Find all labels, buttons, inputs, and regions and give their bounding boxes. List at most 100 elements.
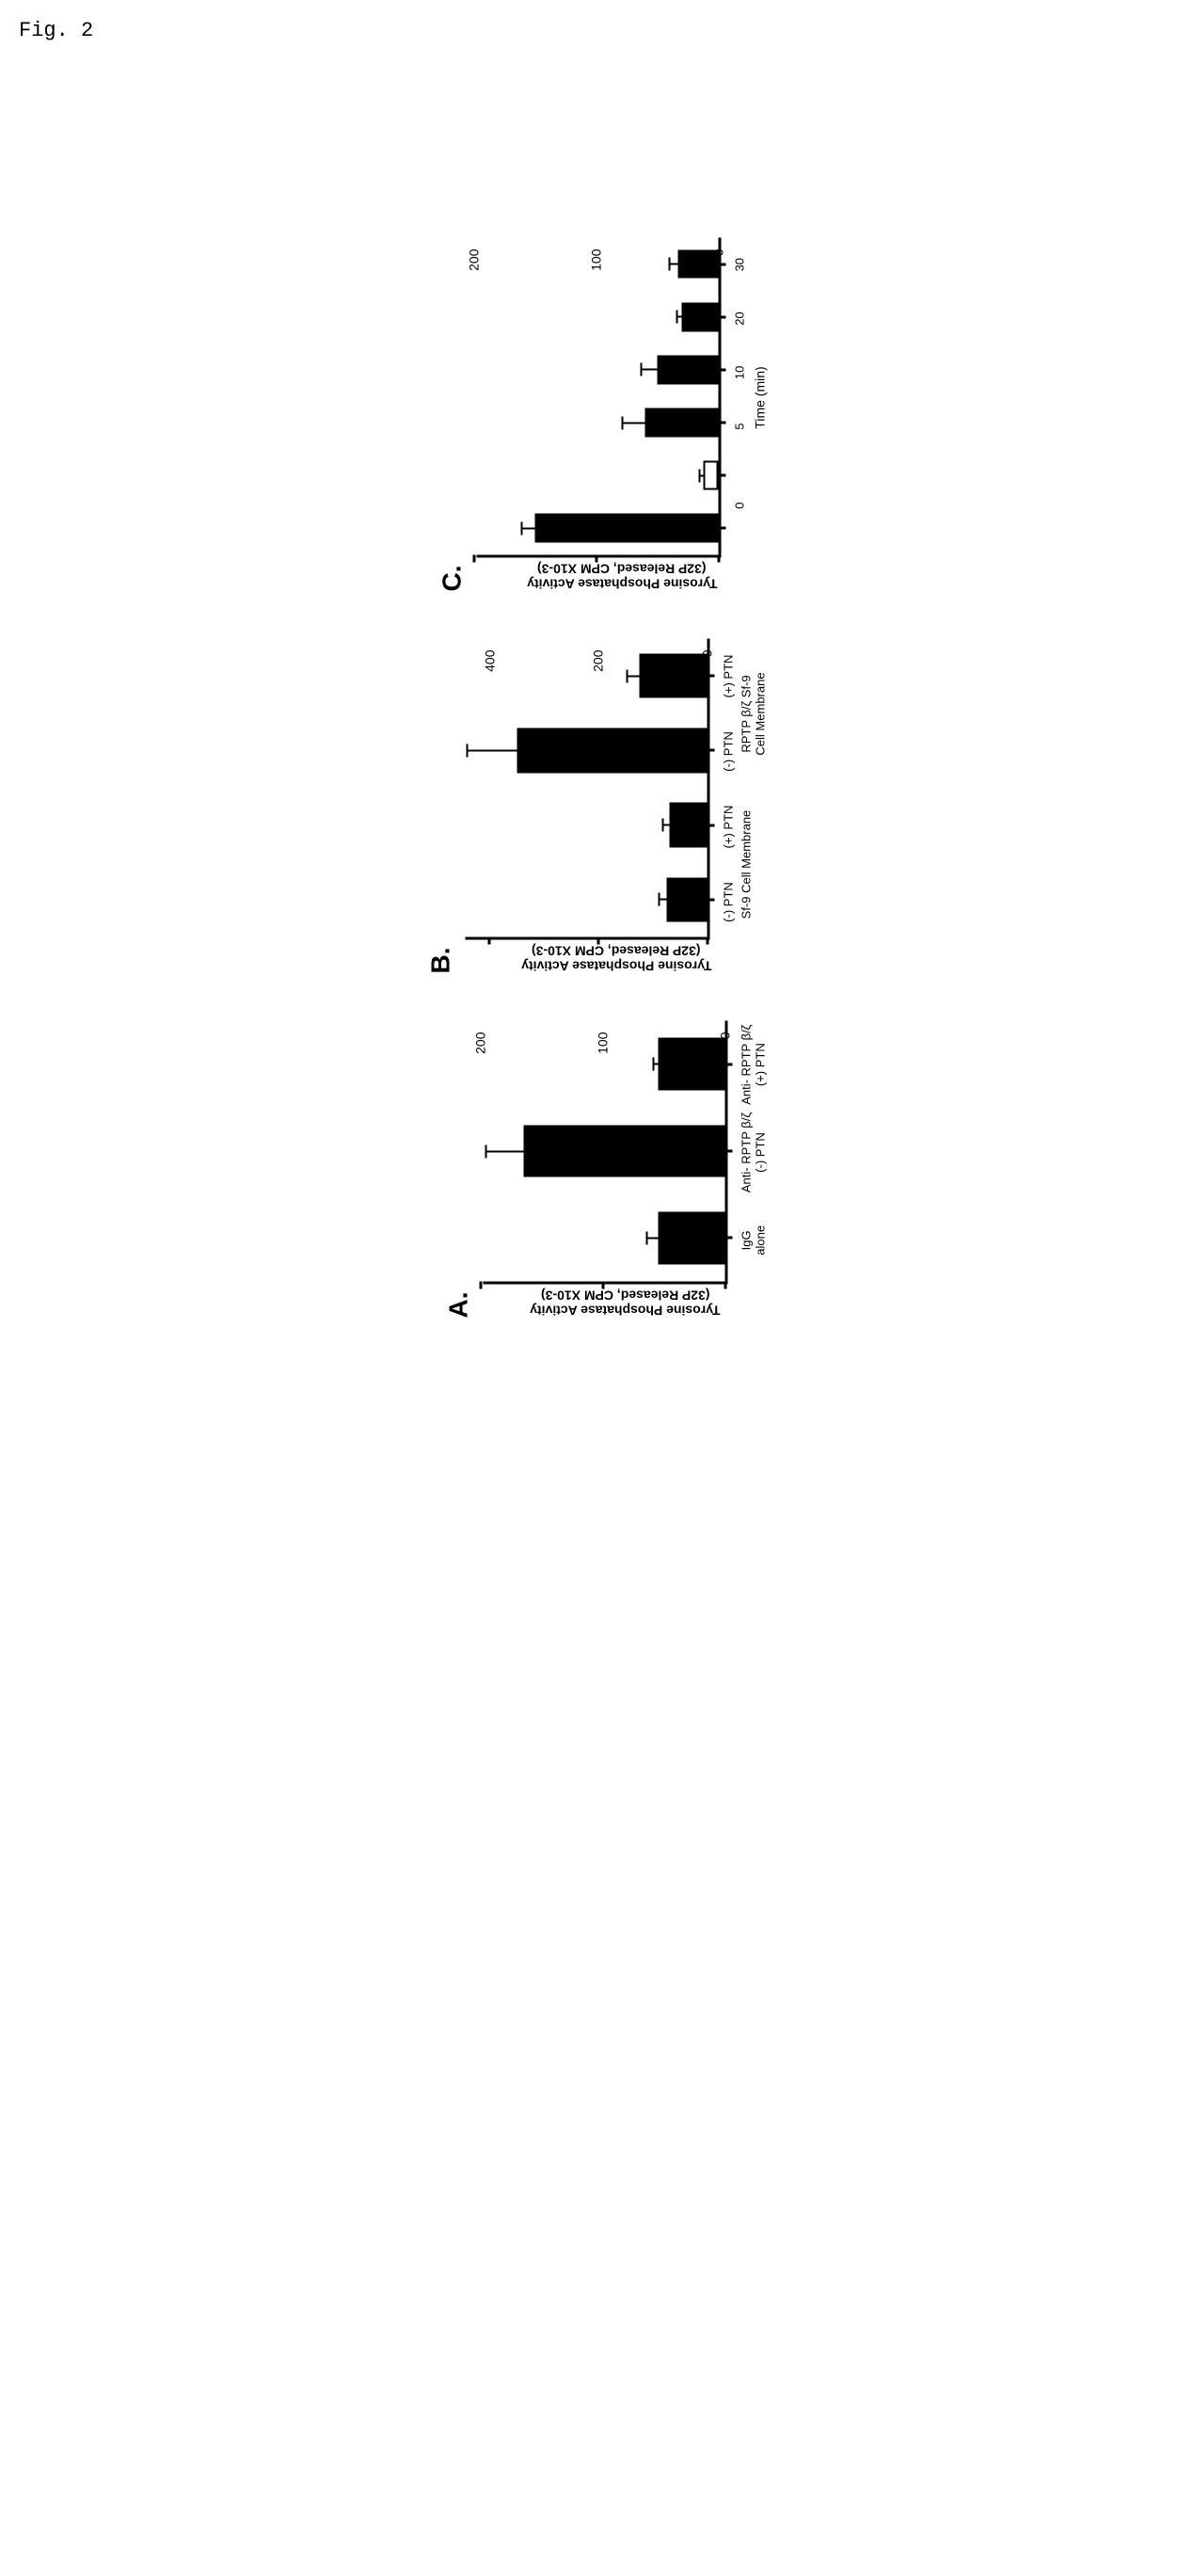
ylabel-line2: (32P Released, CPM X10-3): [541, 1288, 710, 1304]
bar: [704, 461, 719, 490]
xlabel: 10: [733, 345, 747, 399]
bar-slot: [484, 1108, 725, 1194]
panel-a-chart: 0100200: [484, 1021, 728, 1285]
error-cap: [627, 669, 628, 682]
error-cap: [658, 893, 660, 906]
error-bar: [648, 1237, 658, 1239]
panel-b-xlabels: (-) PTN(+) PTN(-) PTN(+) PTN: [722, 639, 736, 940]
bar-slot: [466, 788, 708, 862]
panel-a-ylabel: Tyrosine Phosphatase Activity (32P Relea…: [484, 1288, 768, 1319]
xlabel: 20: [733, 292, 747, 345]
xticks: [708, 639, 715, 937]
bar: [639, 653, 707, 698]
xlabel: Anti- RPTP β/ζ(+) PTN: [740, 1021, 768, 1109]
panel-c-label: C.: [437, 238, 468, 592]
figure-label: Fig. 2: [19, 19, 1174, 42]
xlabel: (-) PTN: [722, 865, 736, 940]
ytick: [706, 937, 708, 945]
xtick: [708, 713, 715, 788]
error-cap: [521, 521, 523, 535]
ytick: [601, 1282, 604, 1289]
panel-a-xlabels: IgGaloneAnti- RPTP β/ζ(-) PTNAnti- RPTP …: [740, 1021, 768, 1285]
error-bar: [486, 1150, 523, 1152]
xtick: [725, 1194, 733, 1281]
error-bar: [628, 675, 640, 677]
panel-b-group-labels: Sf-9 Cell MembraneRPTP β/ζ Sf-9Cell Memb…: [740, 639, 768, 940]
bar-slot: [484, 1194, 725, 1281]
error-bar: [523, 527, 535, 529]
error-cap: [621, 416, 623, 429]
panel-a: A. Tyrosine Phosphatase Activity (32P Re…: [444, 1021, 768, 1319]
xlabel: (+) PTN: [722, 639, 736, 714]
xtick: [725, 1108, 733, 1194]
xtick: [708, 862, 715, 936]
panel-b-label: B.: [426, 639, 456, 974]
bars: [484, 1021, 725, 1282]
error-bar: [700, 474, 704, 476]
error-bar: [663, 824, 669, 826]
error-cap: [669, 258, 671, 271]
error-bar: [623, 422, 644, 424]
bar-slot: [477, 291, 719, 344]
panel-b-chart: 0200400: [466, 639, 710, 940]
panel-c-xaxis-label: Time (min): [753, 238, 768, 558]
panel-b-ylabel: Tyrosine Phosphatase Activity (32P Relea…: [466, 944, 768, 974]
bar-slot: [477, 237, 719, 290]
bar: [658, 1212, 725, 1264]
bar-slot: [466, 862, 708, 936]
error-cap: [661, 819, 663, 832]
error-cap: [698, 469, 700, 482]
ytick: [717, 555, 720, 563]
bars: [466, 639, 708, 937]
xlabel: 0: [733, 454, 747, 558]
error-cap: [652, 1058, 654, 1071]
group-label: Sf-9 Cell Membrane: [740, 790, 768, 940]
error-cap: [641, 363, 643, 376]
ytick: [472, 555, 475, 563]
xtick: [719, 396, 726, 449]
ylabel-line2-b: (32P Released, CPM X10-3): [532, 944, 701, 959]
bar: [669, 803, 707, 848]
bar: [523, 1125, 725, 1176]
bar-slot: [477, 344, 719, 396]
error-bar: [671, 264, 678, 265]
bar: [678, 249, 719, 279]
xlabel: IgGalone: [740, 1196, 768, 1284]
panel-c-chart: 0100200: [477, 238, 722, 558]
ylabel-line1-c: Tyrosine Phosphatase Activity: [527, 577, 717, 592]
error-cap: [676, 311, 678, 324]
xlabel: (-) PTN: [722, 714, 736, 790]
ylabel-line1: Tyrosine Phosphatase Activity: [530, 1304, 720, 1319]
bar: [658, 1038, 725, 1090]
xtick: [719, 449, 726, 502]
xticks: [725, 1021, 733, 1282]
panel-a-label: A.: [444, 1021, 474, 1319]
xlabel: (+) PTN: [722, 790, 736, 865]
ylabel-line2-c: (32P Released, CPM X10-3): [537, 562, 707, 577]
error-bar: [654, 1064, 658, 1065]
group-label: RPTP β/ζ Sf-9Cell Membrane: [740, 639, 768, 790]
xtick: [708, 639, 715, 713]
xtick: [719, 502, 726, 554]
xtick: [725, 1021, 733, 1108]
xlabel: 30: [733, 238, 747, 292]
bar: [535, 514, 719, 543]
panel-c-chart-wrap: Tyrosine Phosphatase Activity (32P Relea…: [477, 238, 768, 592]
ytick: [596, 937, 599, 945]
bar: [682, 302, 719, 331]
panels-row: A. Tyrosine Phosphatase Activity (32P Re…: [426, 238, 768, 1319]
xtick: [708, 788, 715, 862]
error-cap: [466, 744, 468, 757]
bar: [645, 408, 719, 438]
ytick: [724, 1282, 726, 1289]
ytick: [595, 555, 597, 563]
bar: [666, 877, 707, 922]
error-cap: [485, 1144, 486, 1158]
panel-c-xlabels: 05102030: [733, 238, 747, 558]
panel-b-chart-wrap: Tyrosine Phosphatase Activity (32P Relea…: [466, 639, 768, 974]
panel-a-chart-wrap: Tyrosine Phosphatase Activity (32P Relea…: [484, 1021, 768, 1319]
error-bar: [468, 749, 517, 751]
xtick: [719, 237, 726, 290]
bar-slot: [477, 396, 719, 449]
figure-container: A. Tyrosine Phosphatase Activity (32P Re…: [426, 200, 768, 1356]
